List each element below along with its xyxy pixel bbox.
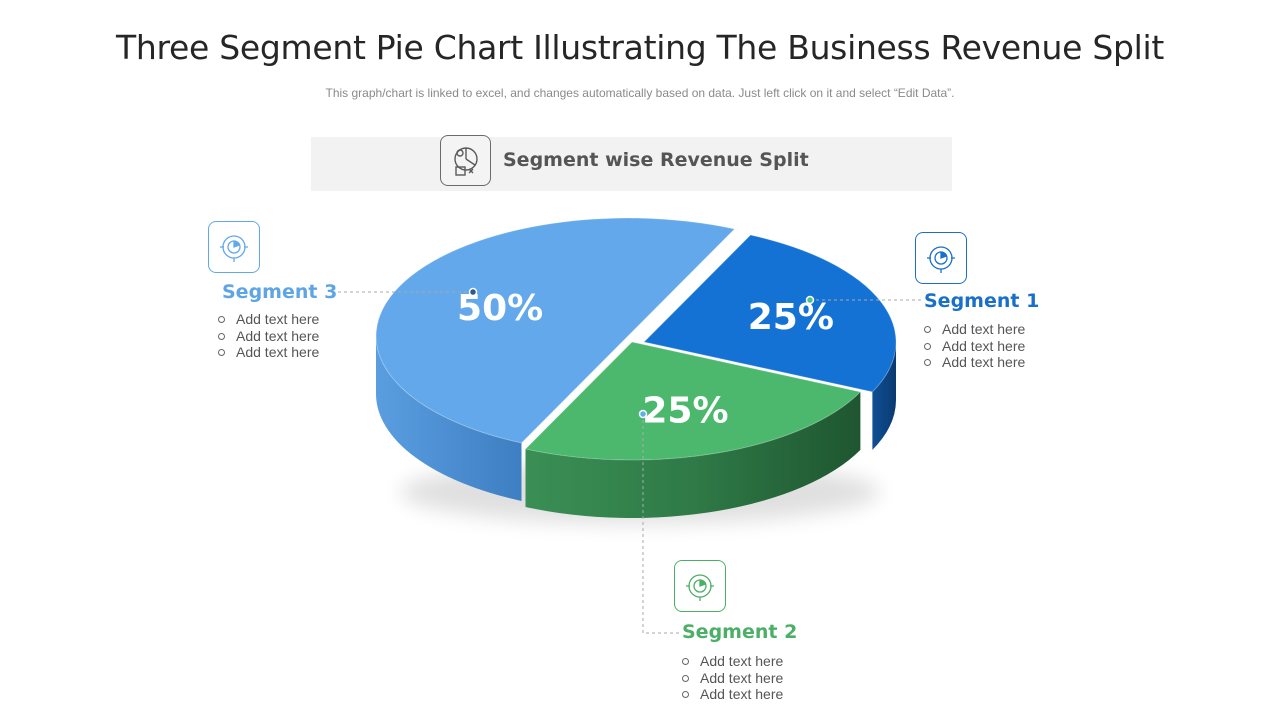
segment-3-title: Segment 3 xyxy=(222,281,338,303)
list-item: Add text here xyxy=(924,354,1025,371)
list-item: Add text here xyxy=(924,321,1025,338)
segment-2-pie-chart-icon xyxy=(674,560,726,612)
segment-3-slice-side xyxy=(376,336,522,501)
revenue-chart-icon xyxy=(440,135,491,186)
page-title: Three Segment Pie Chart Illustrating The… xyxy=(115,28,1165,67)
segment-1-pie-chart-icon xyxy=(915,232,967,284)
segment-3-slice xyxy=(376,217,736,444)
segment-2-slice-side xyxy=(525,391,861,518)
marker-segment-2 xyxy=(638,409,648,419)
list-item: Add text here xyxy=(218,311,319,328)
segment-1-slice-side xyxy=(872,342,896,450)
chart-banner xyxy=(311,137,952,191)
segment-2-slice xyxy=(524,341,862,461)
leader-line-segment-2 xyxy=(642,414,680,634)
segment-1-slice xyxy=(643,234,897,393)
marker-segment-1 xyxy=(805,295,815,305)
segment-3-bullets: Add text here Add text here Add text her… xyxy=(218,311,319,361)
list-item: Add text here xyxy=(682,686,783,703)
marker-segment-3 xyxy=(468,287,478,297)
segment-1-data-label: 25% xyxy=(748,297,834,338)
chart-banner-label: Segment wise Revenue Split xyxy=(503,149,809,171)
page-subtitle: This graph/chart is linked to excel, and… xyxy=(325,86,955,100)
segment-2-bullets: Add text here Add text here Add text her… xyxy=(682,653,783,703)
list-item: Add text here xyxy=(682,670,783,687)
list-item: Add text here xyxy=(924,338,1025,355)
segment-3-pie-chart-icon xyxy=(208,221,260,273)
segment-1-title: Segment 1 xyxy=(924,290,1040,312)
segment-1-bullets: Add text here Add text here Add text her… xyxy=(924,321,1025,371)
list-item: Add text here xyxy=(218,328,319,345)
list-item: Add text here xyxy=(682,653,783,670)
list-item: Add text here xyxy=(218,344,319,361)
segment-2-data-label: 25% xyxy=(642,391,728,432)
segment-2-title: Segment 2 xyxy=(682,621,798,643)
